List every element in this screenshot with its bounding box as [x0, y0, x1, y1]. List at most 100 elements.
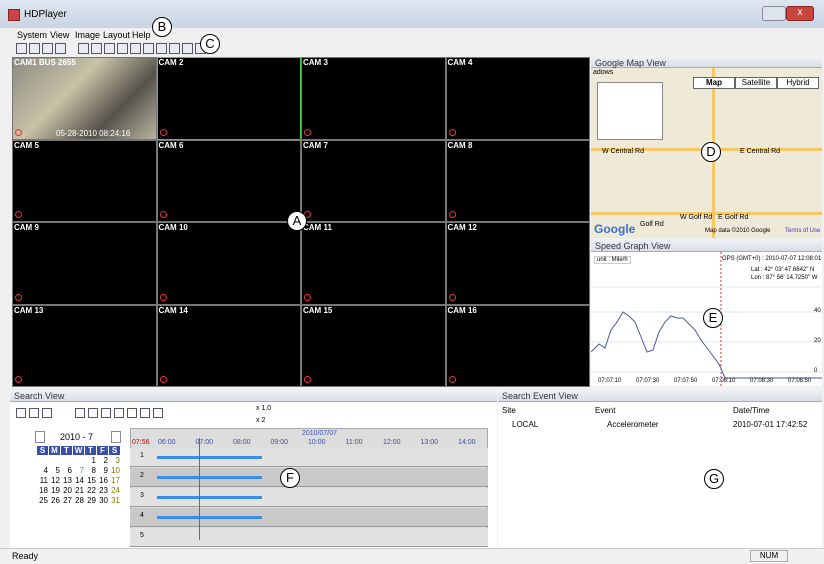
zoom-icon[interactable] [448, 128, 456, 136]
map-type-button[interactable]: Hybrid [777, 77, 819, 89]
menu-item[interactable]: System [17, 30, 48, 40]
playback-button[interactable] [101, 408, 111, 418]
toolbar-button[interactable] [143, 43, 154, 54]
camera-cell[interactable] [156, 57, 301, 140]
menu-item[interactable]: Layout [103, 30, 131, 40]
camera-cell[interactable] [156, 139, 301, 222]
calendar-day[interactable]: 12 [51, 476, 60, 485]
map-type-button[interactable]: Satellite [735, 77, 777, 89]
camera-cell[interactable] [445, 139, 590, 222]
playback-button[interactable] [140, 408, 150, 418]
record-bar[interactable] [157, 456, 262, 459]
calendar-day[interactable]: 28 [75, 496, 84, 505]
calendar-day[interactable]: 11 [39, 476, 48, 485]
toolbar-button[interactable] [130, 43, 141, 54]
playback-button[interactable] [153, 408, 163, 418]
calendar-day[interactable]: 23 [99, 486, 108, 495]
zoom-icon[interactable] [15, 128, 22, 136]
toolbar-button[interactable] [55, 43, 66, 54]
calendar-day[interactable]: 27 [63, 496, 72, 505]
camera-cell[interactable] [12, 304, 157, 387]
toolbar-button[interactable] [182, 43, 193, 54]
month-next[interactable] [111, 431, 121, 443]
zoom-icon[interactable] [15, 211, 22, 218]
playback-button[interactable] [127, 408, 137, 418]
calendar-day[interactable]: 14 [75, 476, 84, 485]
playback-button[interactable] [75, 408, 85, 418]
calendar-day[interactable]: 16 [99, 476, 108, 485]
record-bar[interactable] [157, 496, 262, 499]
playback-button[interactable] [16, 408, 26, 418]
calendar-day[interactable]: 26 [51, 496, 60, 505]
event-cell[interactable]: LOCAL [512, 420, 539, 429]
calendar-day[interactable]: 3 [115, 456, 120, 465]
calendar-day[interactable]: 8 [91, 466, 96, 475]
month-prev[interactable] [35, 431, 45, 443]
menu-item[interactable]: Help [132, 30, 151, 40]
zoom-icon[interactable] [15, 376, 22, 383]
camera-cell[interactable] [301, 139, 446, 222]
calendar-day[interactable]: 15 [87, 476, 96, 485]
event-cell[interactable]: 2010-07-01 17:42:52 [733, 420, 808, 429]
menu-item[interactable]: View [50, 30, 70, 40]
calendar-day[interactable]: 13 [63, 476, 72, 485]
toolbar-button[interactable] [16, 43, 27, 54]
toolbar-button[interactable] [117, 43, 128, 54]
camera-cell[interactable] [156, 304, 301, 387]
zoom-icon[interactable] [448, 376, 456, 383]
toolbar-button[interactable] [42, 43, 53, 54]
camera-cell[interactable] [12, 139, 157, 222]
calendar-day[interactable]: 4 [43, 466, 48, 475]
record-bar[interactable] [157, 476, 262, 479]
calendar-day[interactable]: 21 [75, 486, 84, 495]
playback-button[interactable] [88, 408, 98, 418]
minimize-button[interactable] [762, 6, 786, 21]
playback-button[interactable] [114, 408, 124, 418]
calendar-day[interactable]: 17 [111, 476, 120, 485]
toolbar-button[interactable] [91, 43, 102, 54]
calendar-day[interactable]: 1 [91, 456, 96, 465]
zoom-icon[interactable] [304, 128, 311, 136]
zoom-icon[interactable] [448, 211, 456, 218]
camera-cell[interactable] [301, 304, 446, 387]
calendar-day[interactable]: 31 [111, 496, 120, 505]
toolbar-button[interactable] [78, 43, 89, 54]
zoom-icon[interactable] [304, 376, 311, 383]
camera-cell[interactable] [12, 222, 157, 305]
calendar-day[interactable]: 19 [51, 486, 60, 495]
calendar-day[interactable]: 20 [63, 486, 72, 495]
calendar-day[interactable]: 7 [79, 466, 84, 475]
calendar-day[interactable]: 5 [55, 466, 60, 475]
calendar-day[interactable]: 10 [111, 466, 120, 475]
calendar-day[interactable]: 30 [99, 496, 108, 505]
menu-item[interactable]: Image [75, 30, 101, 40]
zoom-icon[interactable] [159, 128, 167, 136]
zoom-icon[interactable] [15, 293, 22, 301]
zoom-icon[interactable] [159, 376, 167, 383]
calendar-day[interactable]: 24 [111, 486, 120, 495]
camera-cell[interactable] [301, 222, 446, 305]
toolbar-button[interactable] [104, 43, 115, 54]
calendar-day[interactable]: 25 [39, 496, 48, 505]
map-type-button[interactable]: Map [693, 77, 735, 89]
zoom-icon[interactable] [159, 211, 167, 218]
close-button[interactable]: x [786, 6, 814, 21]
playback-button[interactable] [29, 408, 39, 418]
zoom-icon[interactable] [304, 293, 311, 301]
toolbar-button[interactable] [156, 43, 167, 54]
calendar-day[interactable]: 22 [87, 486, 96, 495]
camera-cell[interactable] [445, 222, 590, 305]
camera-cell[interactable] [445, 57, 590, 140]
zoom-icon[interactable] [448, 293, 456, 301]
calendar-day[interactable]: 29 [87, 496, 96, 505]
calendar-day[interactable]: 6 [67, 466, 72, 475]
calendar-day[interactable]: 9 [103, 466, 108, 475]
playback-button[interactable] [42, 408, 52, 418]
toolbar-button[interactable] [169, 43, 180, 54]
camera-cell[interactable] [156, 222, 301, 305]
camera-cell[interactable] [301, 57, 446, 140]
camera-cell[interactable] [445, 304, 590, 387]
calendar-day[interactable]: 18 [39, 486, 48, 495]
zoom-icon[interactable] [159, 293, 167, 301]
toolbar-button[interactable] [29, 43, 40, 54]
